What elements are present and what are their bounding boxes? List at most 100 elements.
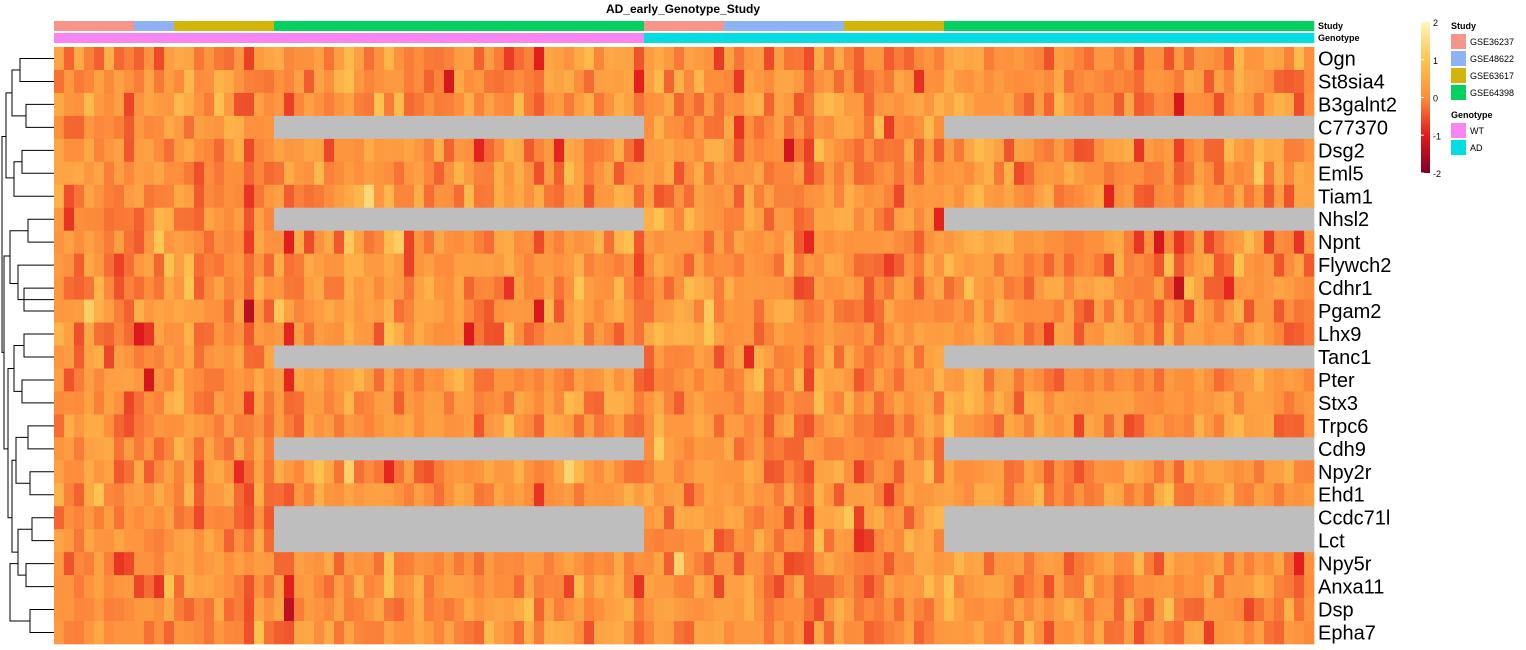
heatmap-cell — [964, 162, 974, 185]
heatmap-cell — [64, 552, 74, 575]
heatmap-cell — [164, 254, 174, 277]
heatmap-cell — [774, 231, 784, 254]
heatmap-cell — [374, 529, 384, 552]
heatmap-cell — [1094, 277, 1104, 300]
heatmap-cell — [994, 437, 1004, 460]
heatmap-cell — [374, 47, 384, 70]
heatmap-cell — [864, 621, 874, 644]
heatmap-cell — [1224, 598, 1234, 621]
heatmap-cell — [954, 208, 964, 231]
heatmap-cell — [454, 368, 464, 391]
heatmap-cell — [1234, 47, 1244, 70]
heatmap-cell — [674, 621, 684, 644]
heatmap-cell — [924, 552, 934, 575]
heatmap-cell — [1274, 208, 1284, 231]
heatmap-cell — [244, 47, 254, 70]
heatmap-cell — [794, 529, 804, 552]
heatmap-cell — [1024, 437, 1034, 460]
heatmap-cell — [404, 300, 414, 323]
heatmap-cell — [524, 323, 534, 346]
annotation-segment-gse64398 — [274, 21, 644, 31]
heatmap-cell — [514, 323, 524, 346]
heatmap-cell — [764, 185, 774, 208]
heatmap-cell — [244, 300, 254, 323]
heatmap-cell — [934, 254, 944, 277]
heatmap-cell — [734, 437, 744, 460]
heatmap-cell — [374, 116, 384, 139]
heatmap-cell — [504, 552, 514, 575]
heatmap-cell — [314, 529, 324, 552]
heatmap-cell — [604, 323, 614, 346]
heatmap-cell — [224, 208, 234, 231]
heatmap-cell — [1034, 323, 1044, 346]
heatmap-cell — [1184, 368, 1194, 391]
heatmap-cell — [64, 598, 74, 621]
heatmap-cell — [934, 529, 944, 552]
heatmap-cell — [1014, 346, 1024, 369]
heatmap-cell — [684, 598, 694, 621]
heatmap-cell — [344, 414, 354, 437]
heatmap-cell — [1284, 139, 1294, 162]
heatmap-cell — [674, 277, 684, 300]
heatmap-cell — [904, 139, 914, 162]
heatmap-cell — [1134, 437, 1144, 460]
heatmap-cell — [1094, 529, 1104, 552]
heatmap-cell — [1294, 437, 1304, 460]
heatmap-cell — [284, 93, 294, 116]
heatmap-cell — [944, 483, 954, 506]
heatmap-cell — [274, 460, 284, 483]
heatmap-cell — [1154, 254, 1164, 277]
heatmap-cell — [1264, 529, 1274, 552]
heatmap-cell — [174, 300, 184, 323]
heatmap-cell — [254, 47, 264, 70]
heatmap-cell — [424, 598, 434, 621]
heatmap-cell — [344, 483, 354, 506]
heatmap-cell — [744, 529, 754, 552]
heatmap-cell — [884, 391, 894, 414]
heatmap-cell — [164, 483, 174, 506]
heatmap-cell — [1184, 277, 1194, 300]
heatmap-cell — [1074, 529, 1084, 552]
heatmap-cell — [224, 116, 234, 139]
heatmap-cell — [554, 368, 564, 391]
heatmap-cell — [874, 47, 884, 70]
heatmap-cell — [374, 139, 384, 162]
heatmap-cell — [1294, 506, 1304, 529]
heatmap-cell — [1144, 368, 1154, 391]
heatmap-cell — [1174, 598, 1184, 621]
heatmap-cell — [1274, 437, 1284, 460]
heatmap-cell — [994, 47, 1004, 70]
heatmap-cell — [1264, 483, 1274, 506]
heatmap-cell — [1054, 162, 1064, 185]
heatmap-cell — [134, 346, 144, 369]
heatmap-cell — [674, 139, 684, 162]
heatmap-cell — [914, 575, 924, 598]
heatmap-cell — [974, 231, 984, 254]
heatmap-cell — [384, 70, 394, 93]
heatmap-cell — [314, 346, 324, 369]
heatmap-cell — [1294, 185, 1304, 208]
heatmap-cell — [684, 47, 694, 70]
heatmap-cell — [1104, 621, 1114, 644]
heatmap-cell — [1274, 460, 1284, 483]
heatmap-cell — [204, 346, 214, 369]
heatmap-cell — [654, 346, 664, 369]
heatmap-cell — [244, 414, 254, 437]
heatmap-cell — [874, 621, 884, 644]
heatmap-cell — [984, 47, 994, 70]
legend-swatch-wt — [1451, 123, 1466, 138]
heatmap-cell — [574, 598, 584, 621]
heatmap-cell — [1194, 575, 1204, 598]
heatmap-cell — [644, 414, 654, 437]
heatmap-cell — [114, 483, 124, 506]
heatmap-cell — [864, 598, 874, 621]
heatmap-cell — [544, 254, 554, 277]
heatmap-cell — [394, 93, 404, 116]
heatmap-cell — [334, 621, 344, 644]
heatmap-cell — [644, 621, 654, 644]
heatmap-cell — [1214, 70, 1224, 93]
heatmap-cell — [1134, 208, 1144, 231]
heatmap-cell — [874, 506, 884, 529]
heatmap-cell — [544, 208, 554, 231]
heatmap-cell — [54, 300, 64, 323]
